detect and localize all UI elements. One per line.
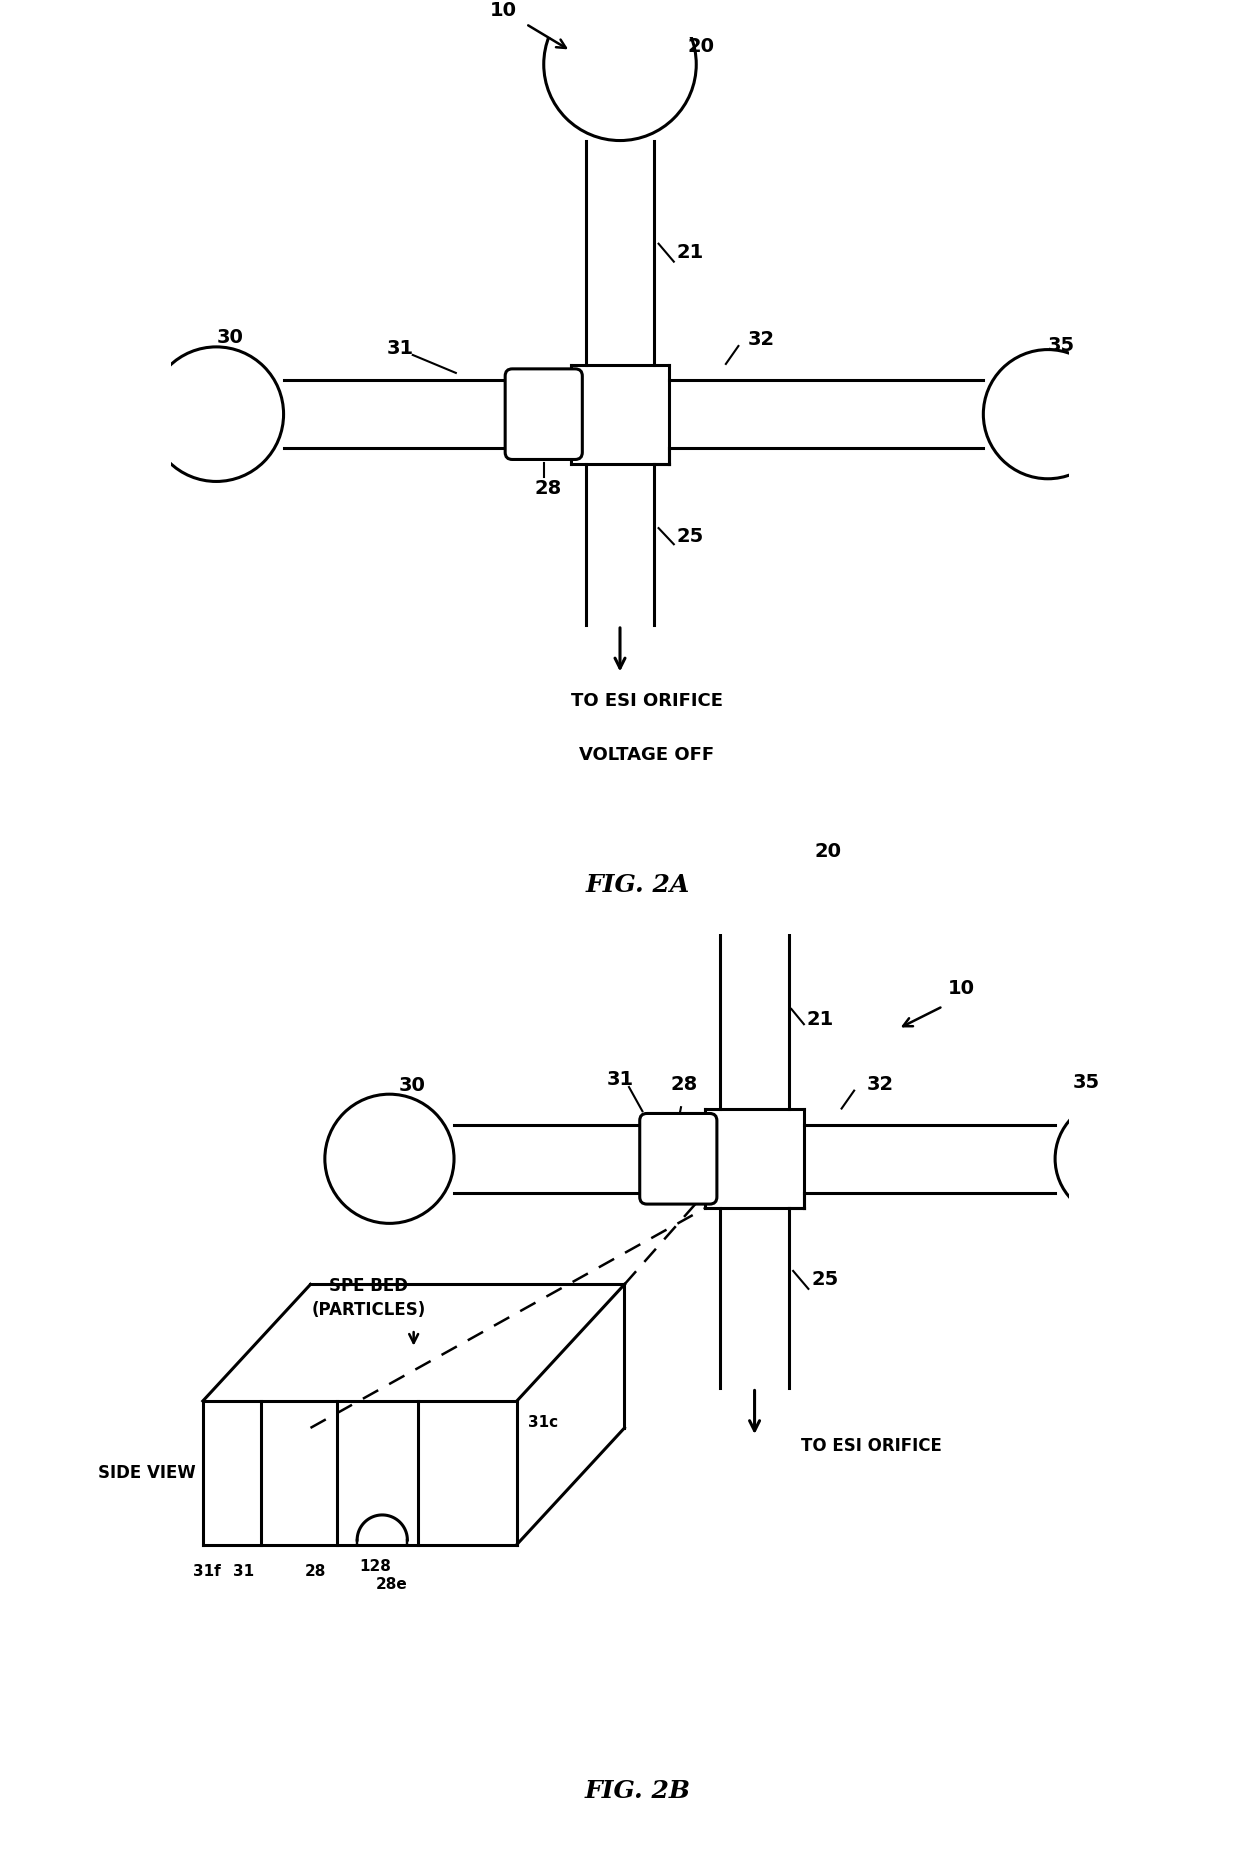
FancyBboxPatch shape <box>505 368 583 460</box>
Text: 28: 28 <box>304 1564 326 1579</box>
Text: 28: 28 <box>671 1075 698 1093</box>
Text: 20: 20 <box>815 843 842 862</box>
Text: 25: 25 <box>811 1271 838 1290</box>
Text: 10: 10 <box>490 2 517 21</box>
Text: 32: 32 <box>867 1075 894 1093</box>
Text: 31: 31 <box>606 1071 634 1090</box>
Text: 21: 21 <box>806 1011 833 1030</box>
Text: 31f: 31f <box>193 1564 221 1579</box>
Text: FIG. 2B: FIG. 2B <box>585 1779 691 1804</box>
Text: 31: 31 <box>233 1564 254 1579</box>
Text: 31c: 31c <box>527 1415 558 1430</box>
Text: 30: 30 <box>216 329 243 348</box>
Text: 35: 35 <box>1048 336 1075 355</box>
Text: TO ESI ORIFICE: TO ESI ORIFICE <box>570 692 723 710</box>
Text: 25: 25 <box>677 527 704 546</box>
Text: 31: 31 <box>387 338 414 359</box>
Text: 21: 21 <box>677 243 704 262</box>
Text: 10: 10 <box>947 979 975 998</box>
Text: 28e: 28e <box>376 1577 407 1592</box>
Text: 20: 20 <box>687 37 714 56</box>
Text: 28: 28 <box>534 478 562 497</box>
Text: 128: 128 <box>360 1559 391 1574</box>
Text: 32: 32 <box>748 331 775 350</box>
Text: SIDE VIEW: SIDE VIEW <box>98 1463 196 1482</box>
FancyBboxPatch shape <box>640 1114 717 1204</box>
Text: 30: 30 <box>398 1077 425 1095</box>
Text: SPE BED
(PARTICLES): SPE BED (PARTICLES) <box>311 1277 425 1320</box>
Text: VOLTAGE OFF: VOLTAGE OFF <box>579 746 714 764</box>
Text: TO ESI ORIFICE: TO ESI ORIFICE <box>801 1437 941 1454</box>
Text: 35: 35 <box>1073 1073 1100 1091</box>
Text: FIG. 2A: FIG. 2A <box>585 873 691 897</box>
